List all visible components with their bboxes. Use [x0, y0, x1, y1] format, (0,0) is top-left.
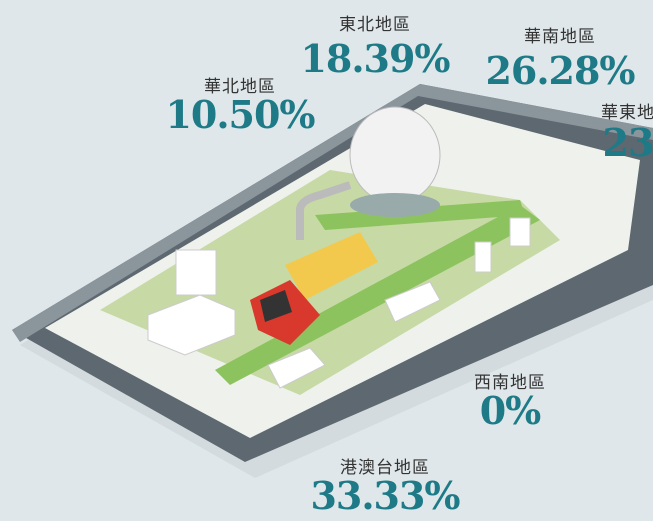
region-name: 港澳台地區: [340, 458, 430, 478]
region-value: 10.50%: [165, 92, 315, 137]
region-value: 26.28%: [485, 48, 635, 93]
pipe: [296, 181, 352, 240]
building: [267, 347, 326, 389]
region-name: 華東地: [601, 103, 653, 123]
region-name: 西南地區: [474, 373, 546, 393]
building: [474, 241, 492, 273]
region-name: 華南地區: [524, 27, 596, 47]
region-name: 華北地區: [204, 77, 276, 97]
region-value: 18.39%: [300, 36, 450, 81]
building: [509, 217, 531, 247]
gas-tank: [349, 106, 441, 204]
region-value: 0%: [479, 388, 542, 433]
truck-tank: [285, 232, 378, 300]
building: [384, 281, 441, 323]
region-value: 33.33%: [310, 473, 460, 518]
road: [315, 200, 525, 230]
building: [175, 249, 217, 296]
region-name: 東北地區: [339, 15, 411, 35]
road: [215, 205, 540, 385]
building: [147, 294, 236, 356]
tank-base: [350, 193, 440, 217]
region-value: 23: [602, 120, 653, 165]
truck-window: [260, 290, 292, 322]
